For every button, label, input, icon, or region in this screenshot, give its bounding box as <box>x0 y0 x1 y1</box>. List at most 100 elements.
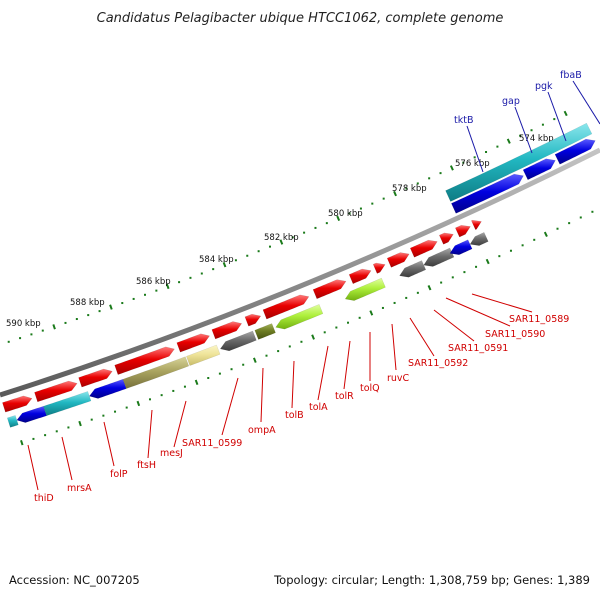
inner-scale-minor-tick <box>440 281 443 284</box>
outer-scale-minor-tick <box>382 197 385 200</box>
scale-ticks <box>7 110 594 446</box>
scale-label: 590 kbp <box>6 319 41 329</box>
label-leader-line <box>260 367 264 423</box>
label-leader-line <box>147 409 153 459</box>
gene-label: gap <box>502 96 520 107</box>
genome-summary-text: Topology: circular; Length: 1,308,759 bp… <box>274 573 590 587</box>
outer-scale-minor-tick <box>359 207 362 210</box>
inner-scale-minor-tick <box>568 222 571 225</box>
outer-scale-minor-tick <box>87 314 90 317</box>
gene-label-texts: tktBgappgkfbaBthiDmrsAfolPftsHmesJSAR11_… <box>34 70 582 504</box>
outer-scale-minor-tick <box>541 123 544 126</box>
cyan-gene-arrow <box>445 122 593 202</box>
outer-scale-minor-tick <box>155 289 158 292</box>
scale-label: 586 kbp <box>136 277 171 287</box>
inner-scale-minor-tick <box>556 227 559 230</box>
inner-scale-minor-tick <box>32 437 35 440</box>
blue-gene-arrow <box>88 378 127 399</box>
red-gene-arrow <box>438 232 454 245</box>
red-gene-arrow <box>312 279 347 300</box>
outer-scale-major-tick <box>222 262 227 268</box>
label-leader-line <box>27 444 39 491</box>
inner-scale-major-tick <box>194 379 199 386</box>
label-leaders <box>27 80 600 491</box>
scale-label: 588 kbp <box>70 298 105 308</box>
inner-scale-minor-tick <box>55 430 58 433</box>
label-leader-line <box>317 345 329 401</box>
gene-label: fbaB <box>560 70 582 81</box>
label-leader-line <box>391 323 397 371</box>
inner-scale-minor-tick <box>451 276 454 279</box>
inner-scale-minor-tick <box>393 301 396 304</box>
inner-scale-major-tick <box>78 420 82 427</box>
outer-scale-major-tick <box>165 283 170 290</box>
blue-gene-arrow <box>451 173 524 214</box>
outer-scale-minor-tick <box>268 245 271 248</box>
outer-scale-minor-tick <box>416 182 419 185</box>
red-gene-arrow <box>409 239 438 258</box>
blue-gene-arrow <box>449 239 473 256</box>
red-gene-arrow <box>454 224 471 238</box>
red-gene-arrow <box>114 346 175 375</box>
outer-scale-minor-tick <box>291 236 294 239</box>
outer-scale-minor-tick <box>496 145 499 148</box>
gray-gene-arrow <box>399 260 427 278</box>
gene-label: mrsA <box>67 483 92 494</box>
red-gene-arrow <box>262 294 310 320</box>
outer-scale-minor-tick <box>553 118 556 121</box>
outer-scale-minor-tick <box>371 202 374 205</box>
red-gene-arrow <box>386 252 410 268</box>
inner-scale-minor-tick <box>579 216 582 219</box>
outer-scale-minor-tick <box>132 297 135 300</box>
outer-scale-minor-tick <box>189 276 192 279</box>
inner-scale-minor-tick <box>218 372 221 375</box>
scale-label: 582 kbp <box>264 233 299 243</box>
inner-scale-minor-tick <box>300 340 303 343</box>
inner-scale-major-tick <box>136 400 141 407</box>
gene-label: ftsH <box>137 460 156 471</box>
inner-scale-minor-tick <box>509 249 512 252</box>
gray-gene-arrow <box>469 232 489 246</box>
green-gene-arrow <box>344 277 386 301</box>
scale-label: 584 kbp <box>199 255 234 265</box>
cyan-gene-arrow <box>43 391 92 417</box>
outer-scale-minor-tick <box>473 156 476 159</box>
outer-scale-major-tick <box>449 165 454 171</box>
cyan-gene-arrow <box>6 415 19 428</box>
inner-scale-minor-tick <box>230 368 233 371</box>
outer-scale-minor-tick <box>64 321 67 324</box>
outer-scale-minor-tick <box>257 250 260 253</box>
gene-label: SAR11_0591 <box>448 343 508 354</box>
inner-scale-major-tick <box>427 285 432 291</box>
outer-scale-minor-tick <box>41 329 44 332</box>
gene-label: folP <box>110 469 128 480</box>
inner-scale-minor-tick <box>498 255 501 258</box>
label-leader-line <box>291 360 295 409</box>
inner-scale-major-tick <box>543 231 548 237</box>
inner-scale-minor-tick <box>335 326 338 329</box>
gene-label: ruvC <box>387 373 410 384</box>
gene-label: tolR <box>335 391 354 402</box>
blue-gene-arrow <box>16 405 47 423</box>
outer-scale-minor-tick <box>348 212 351 215</box>
inner-scale-minor-tick <box>125 406 128 409</box>
inner-scale-minor-tick <box>381 306 384 309</box>
gene-label: SAR11_0599 <box>182 438 242 449</box>
gene-label: tolA <box>309 402 328 413</box>
outer-scale-minor-tick <box>314 226 317 229</box>
scale-label: 576 kbp <box>455 159 490 169</box>
outer-scale-major-tick <box>279 239 284 245</box>
darkolive-gene-arrow <box>254 323 276 340</box>
scale-label: 580 kbp <box>328 209 363 219</box>
red-gene-arrow <box>211 321 243 340</box>
outer-scale-minor-tick <box>212 268 215 271</box>
label-leader-line <box>343 340 351 390</box>
gene-label: tolB <box>285 410 304 421</box>
outer-scale-minor-tick <box>405 187 408 190</box>
inner-scale-minor-tick <box>102 414 105 417</box>
gene-label: SAR11_0589 <box>509 314 569 325</box>
outer-scale-minor-tick <box>30 333 33 336</box>
inner-scale-minor-tick <box>463 271 466 274</box>
outer-scale-minor-tick <box>144 293 147 296</box>
